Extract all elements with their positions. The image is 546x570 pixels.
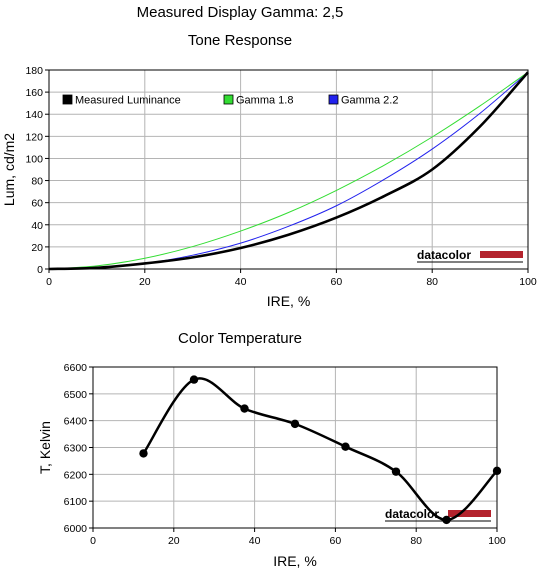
colortemp-data-point (492, 466, 502, 476)
tone-x-tick-label: 60 (331, 276, 343, 288)
colortemp-data-point (240, 404, 249, 413)
colortemp-data-point (290, 419, 300, 429)
tone-frame (48, 69, 529, 270)
tone-y-tick-label: 120 (25, 131, 43, 143)
tone-y-tick-label: 100 (25, 153, 43, 165)
tone-series-line (48, 71, 529, 271)
colortemp-data-point (341, 442, 350, 451)
tone-y-tick-label: 80 (31, 176, 43, 188)
tone-y-tick-label: 20 (31, 242, 43, 254)
tone-y-tick-label: 140 (25, 109, 43, 121)
tone-y-tick-label: 60 (31, 198, 43, 210)
colortemp-x-tick-label: 100 (488, 535, 506, 547)
colortemp-x-tick-label: 40 (249, 535, 261, 547)
colortemp-y-axis-label: T, Kelvin (37, 421, 53, 474)
color-temperature-title: Color Temperature (178, 330, 302, 347)
colortemp-data-point (189, 375, 199, 384)
tone-y-axis-label: Lum, cd/m2 (1, 133, 17, 206)
tone-y-tick-label: 40 (31, 220, 43, 232)
tone-x-tick-label: 100 (519, 276, 537, 288)
tone-x-tick-label: 40 (235, 276, 247, 288)
datacolor-logo-text: datacolor (385, 507, 439, 521)
tone-legend-swatch (223, 94, 234, 105)
tone-legend-label: Gamma 2.2 (341, 95, 398, 107)
colortemp-x-tick-label: 0 (90, 535, 96, 547)
tone-x-axis-label: IRE, % (267, 293, 311, 309)
datacolor-logo-bar (448, 510, 491, 517)
datacolor-logo: datacolor (417, 248, 523, 263)
datacolor-logo-bar (480, 251, 523, 258)
tone-x-tick-label: 0 (46, 276, 52, 288)
colortemp-x-axis-label: IRE, % (273, 553, 317, 569)
tone-legend-swatch (62, 94, 73, 105)
colortemp-data-point (139, 449, 148, 458)
colortemp-data-point (442, 515, 451, 525)
tone-x-tick-label: 20 (139, 276, 151, 288)
colortemp-y-tick-label: 6000 (64, 523, 88, 535)
colortemp-data-point (391, 467, 401, 476)
colortemp-y-tick-label: 6100 (64, 496, 88, 508)
tone-y-tick-label: 180 (25, 65, 43, 77)
colortemp-y-tick-label: 6400 (64, 416, 88, 428)
tone-x-tick-label: 80 (426, 276, 438, 288)
colortemp-x-tick-label: 80 (410, 535, 422, 547)
tone-legend-swatch (328, 94, 339, 105)
colortemp-y-tick-label: 6500 (64, 389, 88, 401)
page-title: Measured Display Gamma: 2,5 (136, 4, 344, 21)
colortemp-y-tick-label: 6300 (64, 443, 88, 455)
tone-series-line (48, 71, 529, 270)
colortemp-y-tick-label: 6200 (64, 469, 88, 481)
tone-legend-label: Measured Luminance (75, 95, 181, 107)
datacolor-logo-text: datacolor (417, 248, 471, 262)
datacolor-logo: datacolor (385, 507, 491, 522)
tone-y-tick-label: 0 (37, 264, 43, 276)
tone-response-title: Tone Response (187, 32, 293, 49)
colortemp-y-tick-label: 6600 (64, 362, 88, 374)
colortemp-x-tick-label: 20 (168, 535, 180, 547)
colortemp-x-tick-label: 60 (330, 535, 342, 547)
tone-legend-label: Gamma 1.8 (236, 95, 293, 107)
tone-y-tick-label: 160 (25, 87, 43, 99)
